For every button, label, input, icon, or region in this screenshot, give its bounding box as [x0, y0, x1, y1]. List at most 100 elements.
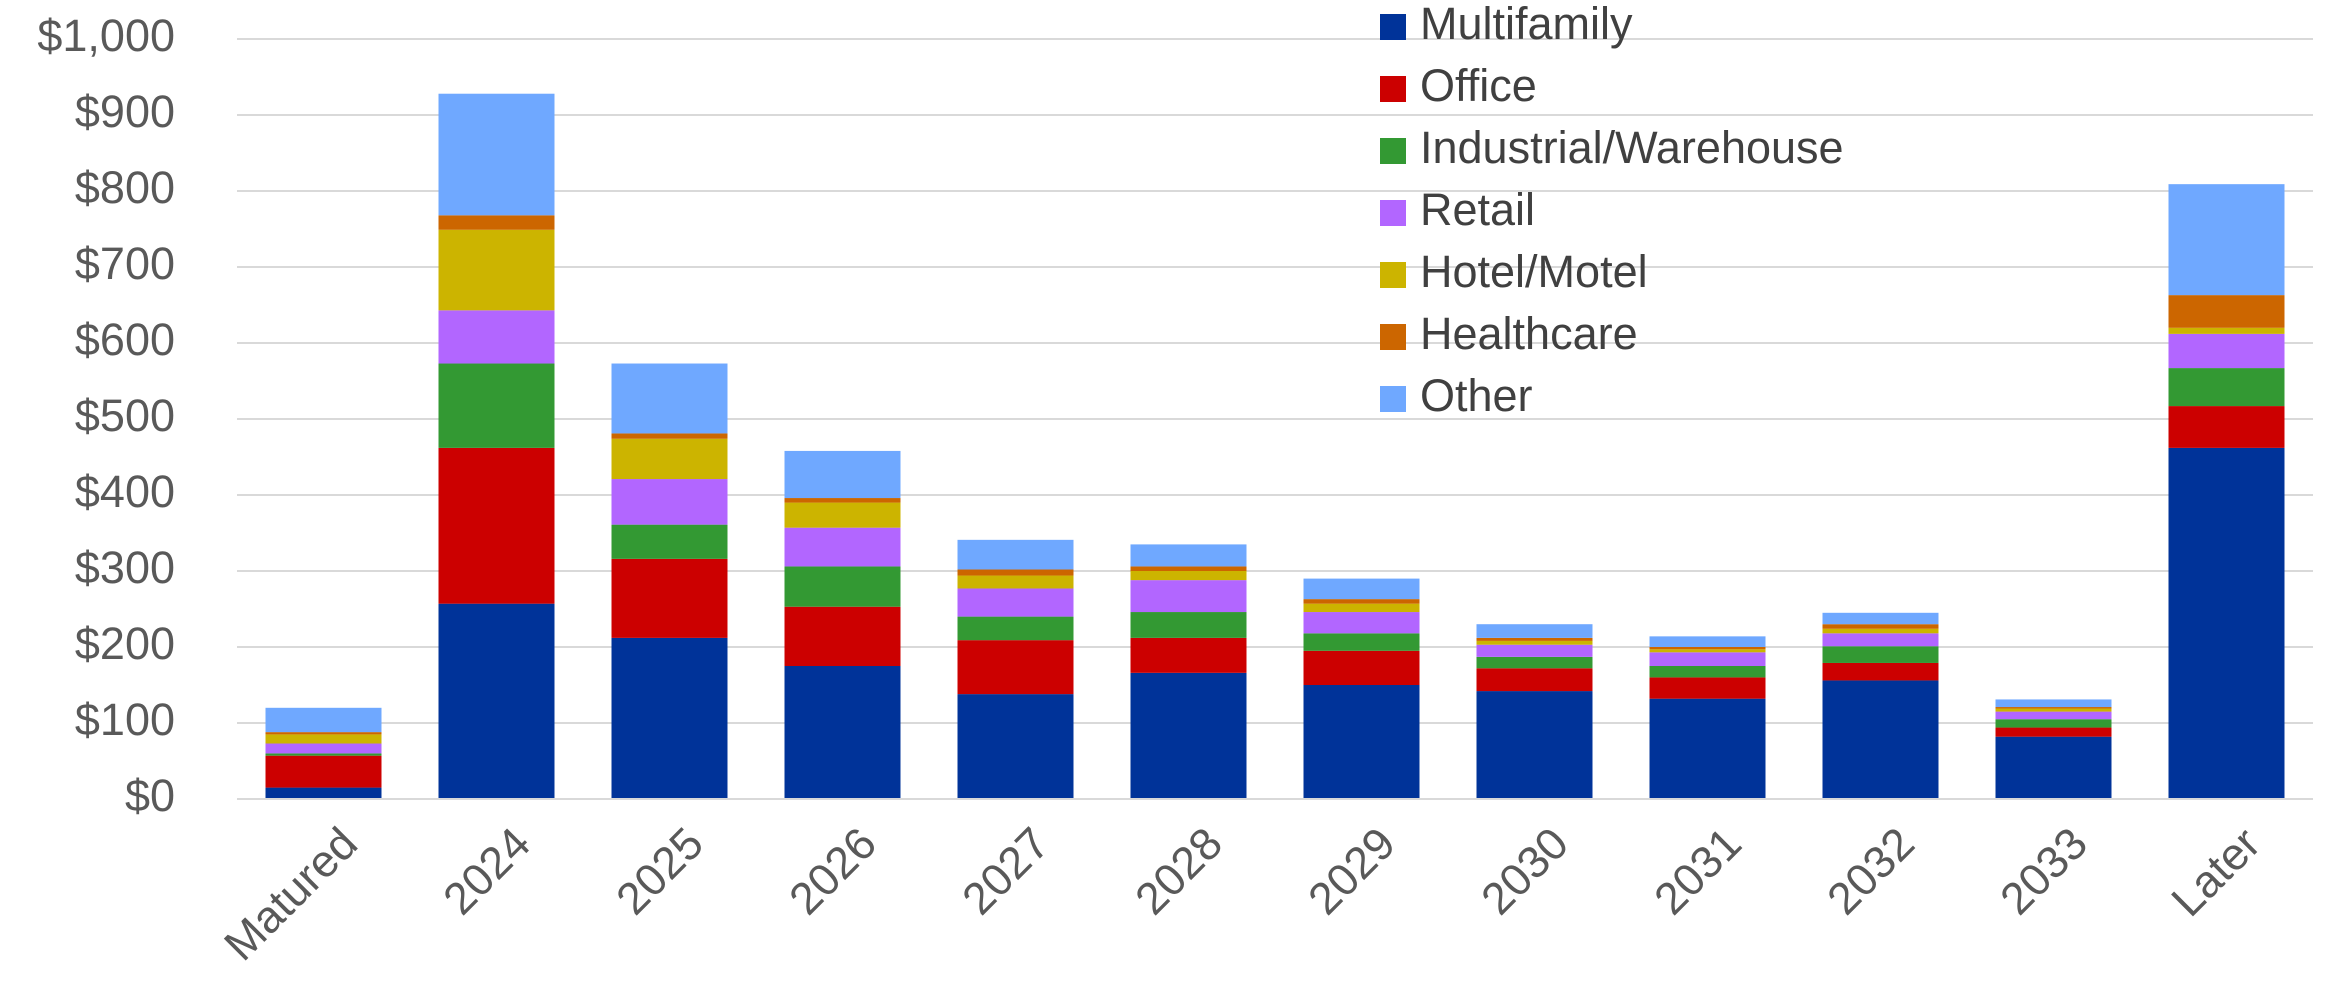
bar-segment [2168, 333, 2285, 369]
x-tick-label: 2030 [1471, 817, 1578, 924]
x-tick-label: 2028 [1125, 817, 1232, 924]
bar-segment [438, 229, 555, 311]
bar-segment [265, 755, 382, 788]
bar-segment [265, 707, 382, 733]
bar-segment [611, 363, 728, 434]
y-tick-label: $500 [75, 390, 175, 441]
bar-segment [1303, 650, 1420, 685]
bar-segment [2168, 295, 2285, 328]
bar-segment [1476, 668, 1593, 692]
y-tick-label: $900 [75, 86, 175, 137]
x-tick-label: 2033 [1990, 817, 2097, 924]
bar-segment [438, 363, 555, 448]
bar-segment [1995, 719, 2112, 728]
bar-segment [265, 787, 382, 799]
y-tick-label: $400 [75, 466, 175, 517]
bar-segment [784, 666, 901, 799]
legend-label: Other [1420, 370, 1533, 421]
bar-segment [1303, 685, 1420, 799]
bar-segment [1476, 644, 1593, 657]
y-tick-label: $100 [75, 694, 175, 745]
bar-segment [1649, 636, 1766, 647]
bar-segment [784, 502, 901, 528]
legend-swatch [1380, 138, 1406, 164]
bar-segment [1303, 612, 1420, 634]
legend-label: Office [1420, 60, 1537, 111]
bar-segment [784, 450, 901, 499]
x-tick-label: 2026 [779, 817, 886, 924]
legend-label: Multifamily [1420, 0, 1633, 49]
bar-segment [957, 575, 1074, 589]
legend-swatch [1380, 324, 1406, 350]
y-tick-label: $600 [75, 314, 175, 365]
bar-segment [1130, 612, 1247, 638]
bar-segment [1822, 646, 1939, 663]
legend-swatch [1380, 200, 1406, 226]
legend-swatch [1380, 386, 1406, 412]
bar-segment [611, 524, 728, 559]
bar-segment [265, 743, 382, 754]
bar-segment [1303, 633, 1420, 651]
legend-swatch [1380, 76, 1406, 102]
bar-segment [1130, 571, 1247, 581]
bar-segment [265, 734, 382, 744]
bar-segment [1822, 624, 1939, 629]
bar-segment [438, 93, 555, 216]
bar-segment [1476, 624, 1593, 638]
x-tick-label: Later [2161, 817, 2270, 926]
bar-segment [1822, 633, 1939, 647]
bar-segment [611, 637, 728, 799]
x-tick-label: 2025 [606, 817, 713, 924]
bar-segment [784, 606, 901, 666]
bar-segment [1822, 628, 1939, 634]
x-tick-label: 2032 [1817, 817, 1924, 924]
x-tick-label: 2024 [433, 817, 540, 924]
bar-segment [265, 732, 382, 735]
bar-segment [1476, 656, 1593, 669]
bar-segment [438, 603, 555, 799]
bar-segment [1995, 699, 2112, 708]
bar-segment [1649, 677, 1766, 699]
bar-segment [1130, 544, 1247, 567]
bar-segment [1303, 578, 1420, 600]
bar-segment [784, 527, 901, 567]
legend-label: Industrial/Warehouse [1420, 122, 1844, 173]
bar-segment [265, 753, 382, 756]
bar-segment [2168, 368, 2285, 407]
bar-segment [784, 498, 901, 503]
bar-segment [1649, 666, 1766, 678]
bar-segment [1995, 727, 2112, 737]
x-tick-label: 2027 [952, 817, 1059, 924]
bar-segment [438, 310, 555, 364]
bar-segment [438, 447, 555, 604]
y-tick-label: $0 [125, 770, 175, 821]
bar-segment [611, 479, 728, 525]
bar-segment [611, 438, 728, 480]
bar-segment [957, 588, 1074, 617]
bar-segment [1649, 647, 1766, 650]
legend-label: Healthcare [1420, 308, 1638, 359]
bar-segment [1130, 580, 1247, 613]
y-tick-label: $1,000 [37, 10, 175, 61]
bar-segment [2168, 406, 2285, 448]
x-tick-label: 2031 [1644, 817, 1751, 924]
y-tick-label: $800 [75, 162, 175, 213]
bar-segment [1649, 649, 1766, 653]
legend-label: Hotel/Motel [1420, 246, 1648, 297]
legend-swatch [1380, 14, 1406, 40]
y-tick-label: $700 [75, 238, 175, 289]
bar-segment [957, 569, 1074, 576]
bar-segment [2168, 184, 2285, 296]
y-tick-label: $300 [75, 542, 175, 593]
bar-segment [957, 616, 1074, 641]
bar-segment [1995, 711, 2112, 720]
bar-segment [1130, 566, 1247, 571]
bar-segment [1303, 599, 1420, 604]
bar-segment [1303, 603, 1420, 613]
bar-segment [1995, 736, 2112, 799]
bar-segment [1476, 637, 1593, 641]
bar-segment [784, 566, 901, 607]
bar-segment [2168, 327, 2285, 334]
legend-label: Retail [1420, 184, 1535, 235]
